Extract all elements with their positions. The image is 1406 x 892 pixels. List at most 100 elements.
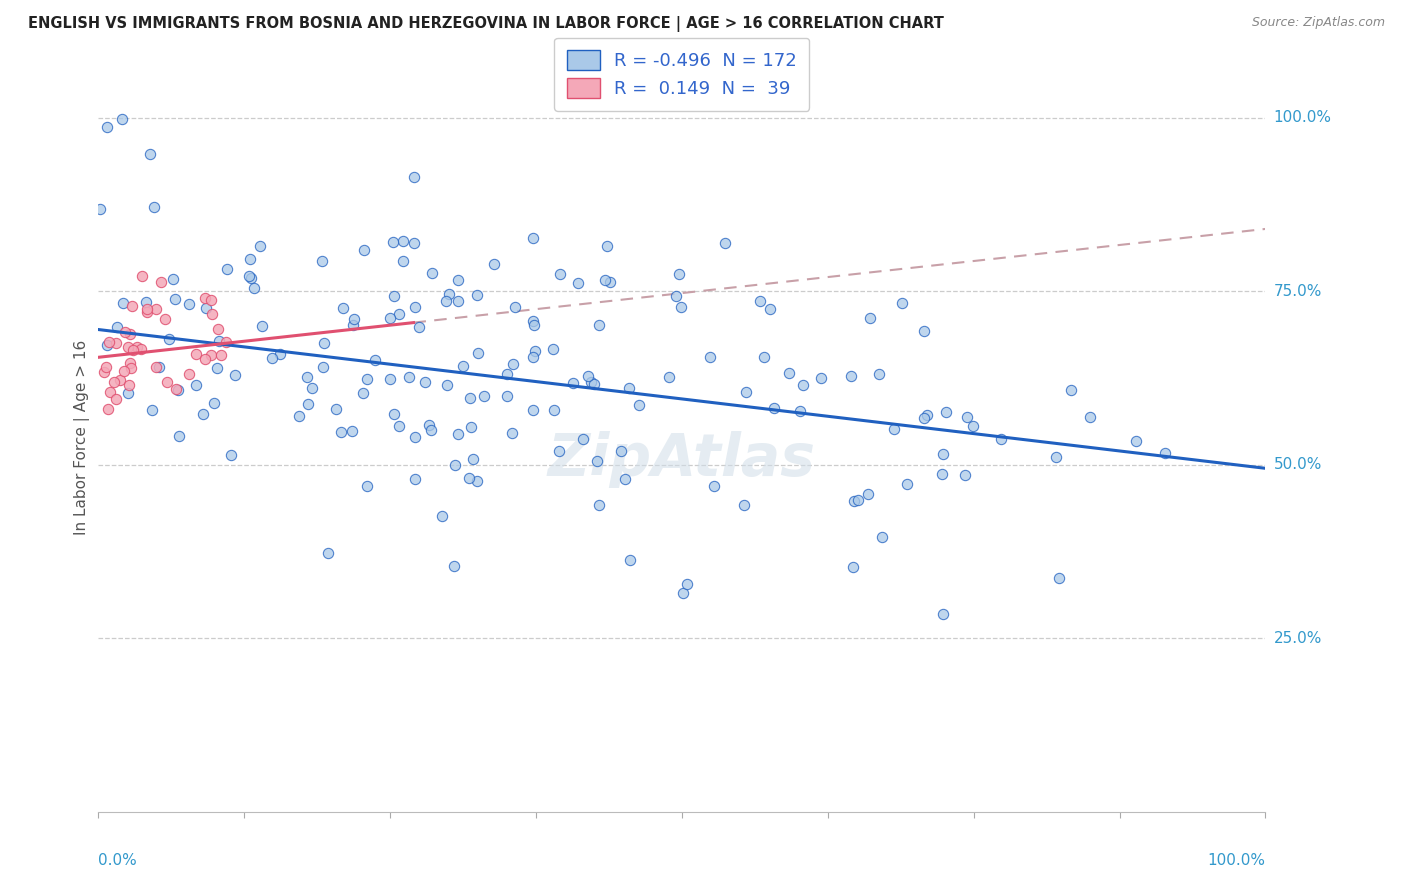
Point [104,336,127,351]
Point [186,346,208,360]
Point [482,257,505,271]
Point [201,307,224,321]
Point [671,586,693,600]
Point [541,342,564,356]
Point [207,361,229,376]
Point [912,411,935,425]
Point [118,377,141,392]
Point [447,426,470,441]
Point [98,334,121,349]
Point [163,292,186,306]
Point [668,267,690,281]
Point [931,467,953,482]
Point [240,270,263,285]
Point [117,341,139,355]
Point [211,348,233,362]
Point [628,398,651,412]
Point [699,350,721,364]
Point [96,360,118,375]
Point [931,607,953,621]
Point [1045,450,1067,464]
Point [157,332,180,346]
Point [935,405,957,419]
Point [311,253,333,268]
Point [200,348,222,362]
Point [111,112,134,126]
Point [665,288,688,302]
Point [453,359,475,373]
Point [839,369,862,384]
Point [792,378,814,392]
Point [120,360,142,375]
Text: 0.0%: 0.0% [98,853,138,868]
Point [105,320,128,334]
Text: 75.0%: 75.0% [1274,284,1322,299]
Point [156,376,179,390]
Point [610,443,633,458]
Point [194,291,217,305]
Point [434,294,457,309]
Point [404,300,426,314]
Point [177,297,200,311]
Point [883,422,905,436]
Point [915,409,938,423]
Point [343,312,366,326]
Text: Source: ZipAtlas.com: Source: ZipAtlas.com [1251,16,1385,29]
Point [447,294,470,309]
Point [501,426,523,441]
Point [353,243,375,257]
Text: ZipAtlas: ZipAtlas [548,431,815,488]
Point [208,334,231,348]
Point [735,384,758,399]
Point [325,402,347,417]
Point [599,275,621,289]
Legend: R = -0.496  N = 172, R =  0.149  N =  39: R = -0.496 N = 172, R = 0.149 N = 39 [554,37,810,111]
Point [576,369,599,384]
Point [522,313,544,327]
Point [96,338,118,352]
Point [108,373,131,387]
Point [122,343,145,357]
Point [388,418,411,433]
Point [136,301,159,316]
Point [962,419,984,434]
Point [404,430,426,444]
Point [352,386,374,401]
Point [249,239,271,253]
Point [342,424,364,438]
Point [384,289,406,303]
Point [595,273,617,287]
Point [356,372,378,386]
Point [167,384,190,398]
Point [96,120,118,134]
Point [195,301,218,315]
Point [200,293,222,307]
Point [523,318,546,332]
Point [184,378,207,392]
Point [523,344,546,359]
Point [217,262,239,277]
Point [342,318,364,333]
Point [1125,434,1147,448]
Point [868,367,890,381]
Point [312,360,335,375]
Y-axis label: In Labor Force | Age > 16: In Labor Force | Age > 16 [75,340,90,534]
Point [582,376,605,391]
Point [458,471,481,485]
Point [956,409,979,424]
Point [120,356,142,370]
Point [522,351,544,365]
Point [458,391,481,405]
Point [547,443,569,458]
Point [588,499,610,513]
Point [125,340,148,354]
Point [295,369,318,384]
Point [420,266,443,280]
Point [408,320,430,334]
Point [413,375,436,389]
Point [467,346,489,360]
Point [588,318,610,332]
Text: 100.0%: 100.0% [1208,853,1265,868]
Point [150,276,173,290]
Point [870,530,893,544]
